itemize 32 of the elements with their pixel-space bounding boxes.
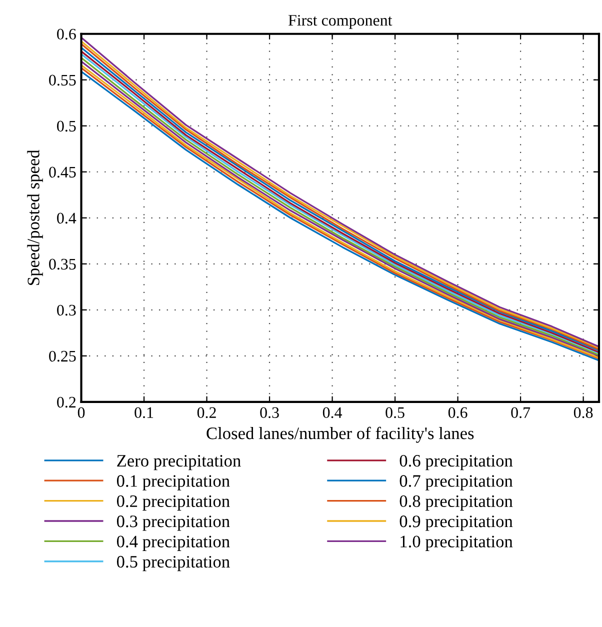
- y-tick-label: 0.5: [57, 120, 76, 132]
- legend-label: 0.6 precipitation: [400, 454, 513, 470]
- x-tick-label: 0.7: [511, 407, 530, 418]
- legend-label: 0.2 precipitation: [116, 495, 230, 511]
- legend-label: Zero precipitation: [117, 454, 241, 470]
- x-axis-title: Closed lanes/number of facility's lanes: [206, 426, 474, 443]
- y-tick-label: 0.2: [57, 396, 76, 408]
- y-tick-label: 0.45: [49, 166, 76, 178]
- y-tick-label: 0.25: [49, 350, 76, 362]
- chart-title: First component: [288, 14, 392, 29]
- legend-label: 0.3 precipitation: [116, 516, 230, 531]
- legend-label: 0.1 precipitation: [116, 475, 230, 490]
- x-tick-label: 0.5: [386, 407, 404, 418]
- y-tick-label: 0.6: [57, 28, 76, 40]
- x-tick-label: 0.8: [574, 407, 593, 418]
- x-tick-label: 0.3: [260, 407, 279, 418]
- legend-label: 0.4 precipitation: [116, 536, 230, 551]
- y-tick-label: 0.3: [57, 304, 76, 316]
- x-tick-label: 0.4: [322, 407, 342, 418]
- y-tick-label: 0.4: [57, 212, 76, 224]
- legend-label: 0.5 precipitation: [116, 556, 230, 572]
- legend-label: 0.9 precipitation: [400, 516, 513, 531]
- legend-label: 0.8 precipitation: [400, 495, 513, 511]
- legend-label: 0.7 precipitation: [400, 475, 513, 490]
- x-tick-label: 0.1: [134, 407, 154, 418]
- x-tick-label: 0.2: [197, 407, 216, 418]
- y-tick-label: 0.55: [49, 74, 76, 86]
- x-tick-label: 0.6: [448, 407, 468, 418]
- x-tick-label: 0: [78, 407, 85, 418]
- y-axis-title: Speed/posted speed: [27, 150, 43, 285]
- legend-label: 1.0 precipitation: [400, 536, 513, 551]
- y-tick-label: 0.35: [49, 258, 76, 270]
